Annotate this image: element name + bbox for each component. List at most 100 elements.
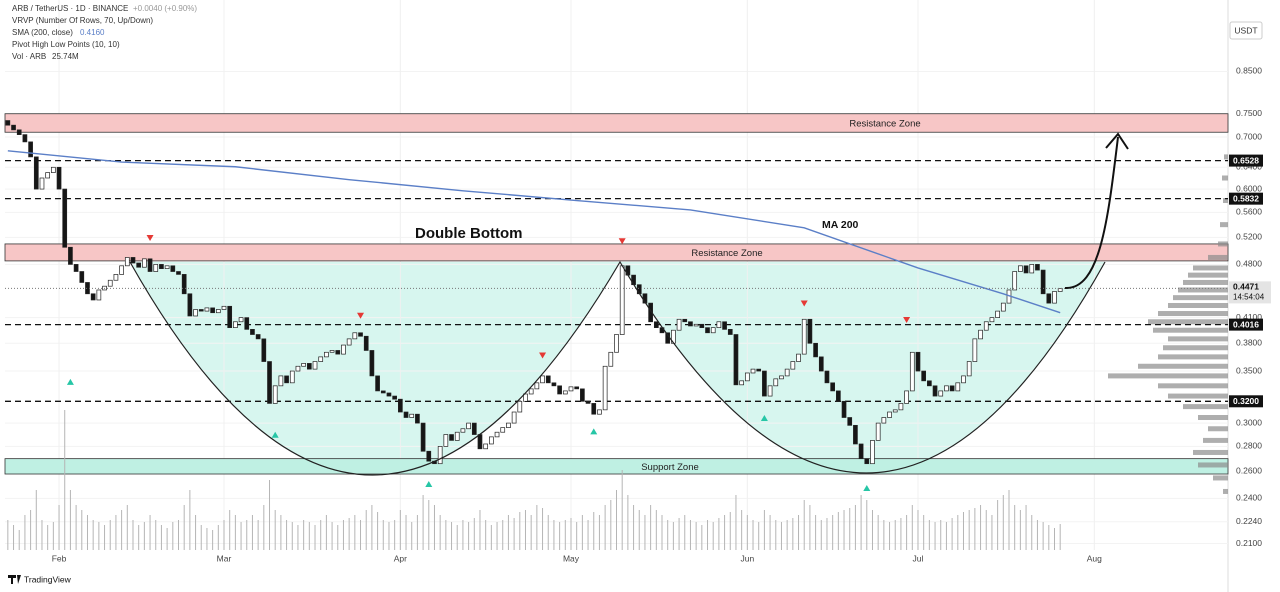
currency-box[interactable] [1229,21,1263,40]
candle [415,413,420,424]
volume-profile-bar [1198,415,1228,421]
pivot-high [539,352,547,359]
volume-bar [934,522,936,550]
candle [193,309,198,317]
candle [517,400,523,413]
level-label: 0.6528 [1233,155,1259,165]
volume-profile-bar [1183,279,1228,285]
price-box [1229,281,1271,304]
candle [932,385,938,397]
volume-bar [1008,490,1010,550]
candle [779,375,784,380]
volume-bar [325,515,327,550]
volume-bar [1048,525,1050,550]
volume-bar [871,510,873,550]
candle [204,307,210,312]
candle [693,323,699,327]
candle [744,372,750,382]
volume-bar [280,515,282,550]
candle [352,332,358,340]
volume-bar [957,515,959,550]
candle [443,434,449,447]
candle [574,386,580,390]
volume-bar [382,520,384,550]
volume-bar [291,522,293,550]
volume-profile-bar [1108,373,1228,379]
volume-bar [593,512,595,550]
candle [420,422,426,452]
candle [1046,293,1052,304]
volume-bar [1054,528,1056,550]
volume-bar [52,522,54,550]
volume-bar [633,505,635,550]
volume-profile-bar [1158,354,1228,360]
volume-profile-bar [1158,311,1228,317]
candle [460,428,466,433]
volume-profile-bar [1168,336,1228,342]
candle [181,274,187,295]
candle [289,370,295,384]
candle [426,450,432,462]
currency[interactable]: USDT [1234,25,1257,35]
volume-bar [189,490,191,550]
legend-change: +0.0040 (+0.90%) [133,4,197,13]
volume-bar [428,500,430,550]
candle [278,375,284,387]
level-box [1229,154,1263,167]
volume-bar [342,520,344,550]
level-box [1229,318,1263,331]
volume-bar [962,512,964,550]
candle [5,120,11,126]
candle [318,356,324,362]
volume-bar [707,520,709,550]
pivot-low [760,415,768,422]
volume-bar [889,522,891,550]
volume-bar [58,505,60,550]
candle [688,321,693,327]
volume-bar [741,510,743,550]
pivot-low [271,431,279,438]
candle [881,417,887,424]
candle [580,388,585,402]
volume-bar [735,495,737,550]
legend-vrvp: VRVP (Number Of Rows, 70, Up/Down) [12,16,153,25]
candle [909,351,915,392]
volume-bar [559,522,561,550]
volume-profile-bar [1153,327,1228,333]
volume-bar [917,510,919,550]
volume-profile-bar [1193,449,1228,455]
candle [90,293,96,301]
volume-bar [314,525,316,550]
volume-bar [7,520,9,550]
volume-bar [1059,524,1061,550]
volume-bar [854,505,856,550]
candle [898,403,904,411]
candle [978,329,983,340]
arrow-head [1105,132,1129,150]
y-tick-label: 0.2800 [1236,441,1262,451]
volume-bar [980,505,982,550]
volume-bar [246,520,248,550]
y-tick-label: 0.5600 [1236,207,1262,217]
volume-bar [286,520,288,550]
volume-bar [212,530,214,550]
candle [363,335,369,351]
volume-profile-bar [1163,345,1228,351]
candle [62,188,68,248]
volume-bar [360,520,362,550]
volume-bar [229,510,231,550]
candle [801,318,807,355]
volume-bar [968,510,970,550]
volume-bar [883,520,885,550]
candle [762,370,767,397]
candle [585,400,591,404]
y-tick-label: 0.4100 [1236,312,1262,322]
volume-bar [604,505,606,550]
candle [983,321,989,331]
volume-bar [502,520,504,550]
candle [892,409,898,413]
volume-bar [974,508,976,550]
volume-bar [121,510,123,550]
volume-bar [661,515,663,550]
